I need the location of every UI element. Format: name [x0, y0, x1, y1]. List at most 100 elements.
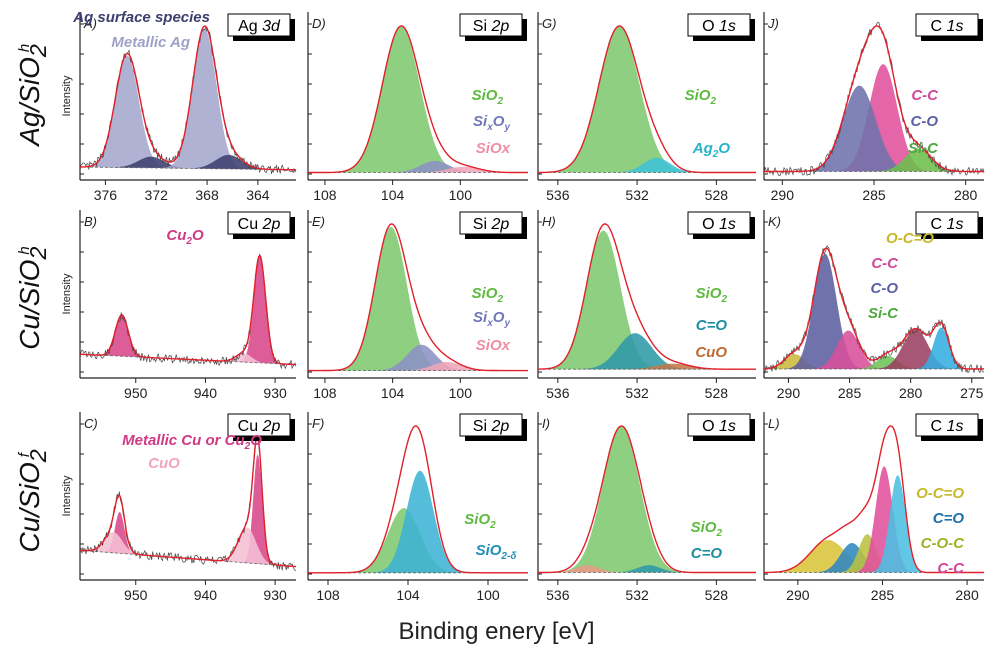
fit-envelope-line	[308, 25, 528, 174]
component-label: SiO2​	[472, 285, 504, 305]
panel-h: 536 532 528 H) O 1s SiO2​ C=O CuO	[537, 210, 756, 401]
panel-letter: J)	[767, 16, 779, 31]
x-tick-label: 536	[546, 385, 570, 401]
region-label: Si 2p	[473, 216, 510, 233]
row-label-ag-sio2: Ag/SiO2h	[14, 43, 51, 146]
x-axis-label: Binding enery [eV]	[398, 618, 595, 645]
peak-cuo	[538, 363, 756, 370]
region-box	[915, 413, 979, 437]
region-label: Cu 2p	[238, 216, 281, 233]
panel-letter: D)	[312, 16, 326, 31]
region-box	[459, 211, 523, 235]
panel-letter: A)	[83, 16, 97, 31]
region-box	[687, 413, 751, 437]
peak-ag-surface-species	[80, 156, 296, 170]
peak-cu2o	[80, 314, 296, 365]
x-tick-label: 364	[246, 187, 270, 203]
x-tick-label: 940	[194, 587, 218, 603]
region-label: O 1s	[702, 18, 736, 35]
component-label: Ag surface species	[72, 9, 210, 26]
x-tick-label: 100	[449, 385, 473, 401]
panel-k: 290 285 280 275 K) C 1sO-C=O C-C C-O Si-C	[763, 210, 985, 401]
peak-si-c	[764, 148, 984, 172]
region-box	[227, 413, 291, 437]
region-box	[687, 13, 751, 37]
component-label: Si-C	[908, 140, 939, 157]
fit-envelope-line	[538, 425, 756, 574]
fit-envelope-line	[764, 425, 984, 574]
component-label: SiO2-δ​	[476, 542, 518, 562]
panel-e: 108 104 100 E) Si 2p SiO2​ Six​Oy​ SiOx	[307, 210, 528, 401]
region-label: C 1s	[931, 418, 964, 435]
fit-envelope-line	[538, 25, 756, 174]
x-tick-label: 532	[625, 587, 649, 603]
panel-d: 108 104 100 D) Si 2p SiO2​ Six​Oy​ SiOx	[307, 12, 528, 203]
peak-o-c-o	[764, 354, 984, 369]
x-tick-label: 532	[625, 385, 649, 401]
region-label: O 1s	[702, 216, 736, 233]
x-tick-label: 100	[476, 587, 500, 603]
peak-cuo	[80, 527, 296, 567]
region-label: O 1s	[702, 418, 736, 435]
fit-envelope-line	[79, 25, 296, 171]
x-tick-label: 950	[124, 385, 148, 401]
component-label: C-C	[911, 87, 939, 104]
component-label: SiOx	[476, 140, 511, 157]
x-tick-label: 376	[94, 187, 118, 203]
peak-metallic-cu-or-cu2o	[80, 512, 296, 567]
component-label: C-O	[871, 280, 899, 297]
peak-c-o	[764, 253, 984, 369]
x-tick-label: 100	[449, 187, 473, 203]
x-tick-label: 536	[546, 587, 570, 603]
component-label: Cu2​O	[166, 227, 204, 247]
peak-sio2	[538, 230, 756, 370]
x-tick-label: 280	[954, 187, 978, 203]
region-label: Si 2p	[473, 18, 510, 35]
component-label: C-C	[937, 560, 965, 577]
fit-envelope-line	[308, 425, 528, 574]
x-tick-label: 104	[396, 587, 420, 603]
x-tick-label: 368	[195, 187, 219, 203]
component-label: Metallic Cu or Cu2​O	[122, 432, 262, 452]
component-label: Six​Oy​	[473, 113, 510, 133]
panel-letter: F)	[312, 416, 324, 431]
x-tick-label: 104	[381, 187, 405, 203]
component-label: SiO2​	[464, 511, 496, 531]
region-box	[915, 211, 979, 235]
peak-siox	[308, 166, 528, 173]
fit-envelope-line	[79, 435, 297, 568]
y-axis-label: Intensity	[61, 75, 73, 116]
component-label: Si-C	[868, 305, 899, 322]
region-label: Cu 2p	[238, 418, 281, 435]
x-tick-label: 940	[194, 385, 218, 401]
peak-si-c	[764, 355, 984, 369]
peak-c-o	[538, 333, 756, 370]
peak-metallic-ag	[80, 55, 296, 170]
y-axis-label: Intensity	[61, 475, 73, 516]
panel-a: 376 372 368 364 A) Intensity Ag 3d Ag surface s…	[61, 9, 297, 203]
component-label: C-O-C	[921, 535, 965, 552]
component-label: Ag2​O	[692, 140, 731, 160]
panel-letter: I)	[542, 416, 550, 431]
x-tick-label: 285	[838, 385, 862, 401]
peak-sio2	[538, 26, 756, 173]
component-label: C-C	[871, 255, 899, 272]
panel-letter: G)	[542, 16, 556, 31]
peak-ag2o	[538, 157, 756, 173]
component-label: SiO2​	[685, 87, 717, 107]
component-label: C=O	[696, 317, 728, 334]
component-label: SiOx	[476, 337, 511, 354]
component-label: CuO	[148, 455, 180, 472]
background-line	[80, 166, 296, 171]
region-label: Ag 3d	[238, 18, 281, 35]
panel-letter: K)	[768, 214, 781, 229]
peak-c-c	[764, 466, 984, 573]
component-label: SiO2​	[691, 519, 723, 539]
peak-c-o	[764, 85, 984, 172]
x-tick-label: 280	[899, 385, 923, 401]
region-box	[915, 13, 979, 37]
peak-sio2	[538, 565, 756, 573]
peak-ag-surface-species	[80, 154, 296, 170]
component-label: C=O	[691, 545, 723, 562]
panel-letter: H)	[542, 214, 556, 229]
